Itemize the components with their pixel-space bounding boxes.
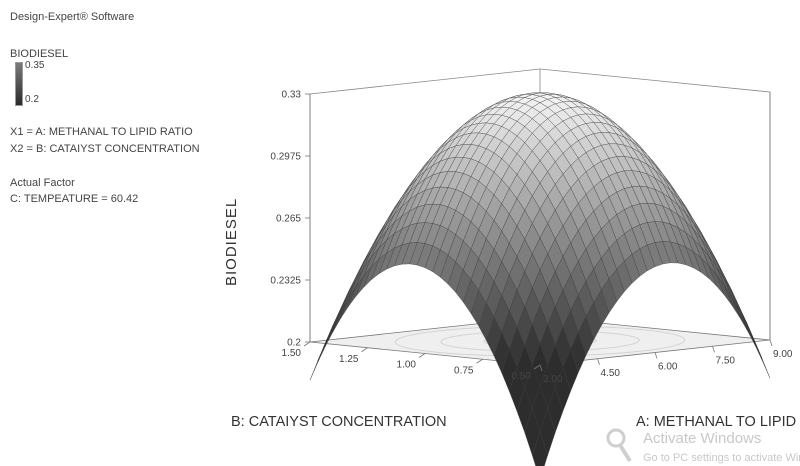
x-tick-mark: [654, 352, 658, 359]
y-axis-label: B: CATAIYST CONCENTRATION: [231, 414, 447, 430]
x-tick-label: 7.50: [716, 355, 736, 366]
factor-x1-label: X1 = A: METHANAL TO LIPID RATIO: [10, 126, 193, 138]
x-tick-label: 6.00: [658, 362, 678, 373]
y-tick-mark: [303, 341, 311, 347]
y-tick-label: 1.50: [282, 348, 302, 359]
z-tick-label: 0.33: [282, 90, 302, 101]
surface-cell: [532, 430, 548, 466]
z-tick-label: 0.2325: [270, 276, 301, 287]
z-axis-label: BIODIESEL: [223, 198, 240, 286]
x-tick-mark: [597, 358, 600, 365]
surface-cell: [340, 286, 357, 319]
software-label: Design-Expert® Software: [10, 11, 135, 23]
legend-max-label: 0.35: [25, 60, 45, 71]
y-tick-mark: [476, 358, 483, 364]
surface-cell: [332, 298, 349, 332]
x-tick-label: 9.00: [773, 349, 793, 360]
factor-x2-label: X2 = B: CATAIYST CONCENTRATION: [10, 143, 200, 155]
z-tick-label: 0.2: [287, 338, 301, 349]
x-tick-mark: [539, 364, 543, 372]
x-tick-label: 4.50: [601, 368, 621, 379]
y-tick-mark: [533, 364, 541, 370]
actual-factor-title: Actual Factor: [10, 177, 75, 189]
x-axis-label: A: METHANAL TO LIPID I: [636, 414, 800, 430]
legend-title: BIODIESEL: [10, 48, 69, 60]
surface-cell: [731, 296, 748, 330]
y-tick-label: 0.50: [512, 371, 532, 382]
watermark-subtitle: Go to PC settings to activate Win: [643, 452, 800, 464]
y-tick-label: 1.00: [397, 360, 417, 371]
legend-min-label: 0.2: [25, 94, 39, 105]
x-tick-label: 3.00: [543, 374, 563, 385]
x-tick-mark: [712, 346, 715, 353]
actual-factor-value: C: TEMPEATURE = 60.42: [10, 193, 139, 205]
x-tick-mark: [769, 339, 773, 347]
y-tick-mark: [361, 347, 368, 353]
legend-gradient-bar: [15, 62, 23, 106]
surface-cell: [723, 284, 740, 317]
y-tick-mark: [418, 353, 426, 358]
y-tick-label: 0.75: [454, 365, 474, 376]
watermark-title: Activate Windows: [643, 430, 762, 447]
z-tick-label: 0.265: [276, 214, 301, 225]
z-tick-label: 0.2975: [270, 152, 301, 163]
y-tick-label: 1.25: [339, 354, 359, 365]
windows-key-icon: [606, 428, 632, 463]
